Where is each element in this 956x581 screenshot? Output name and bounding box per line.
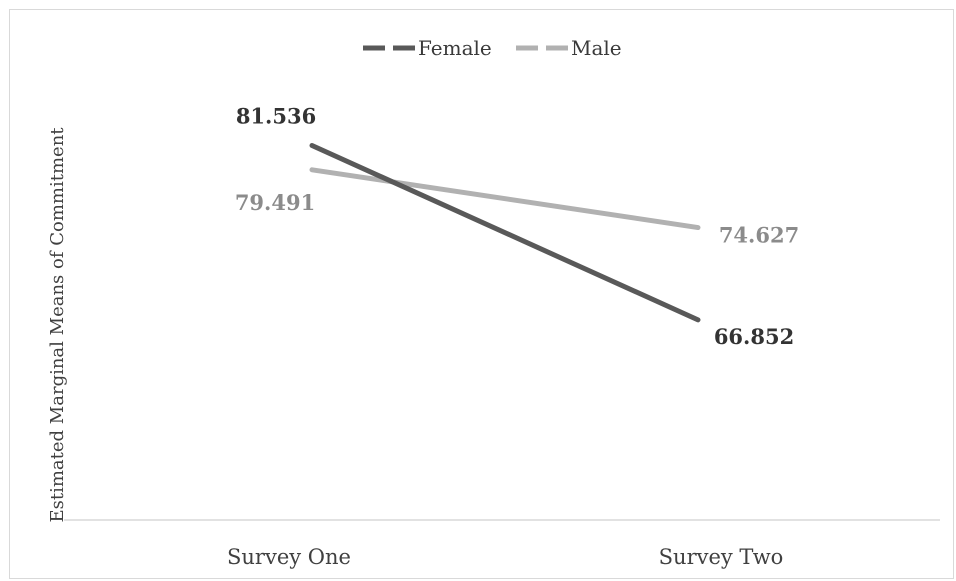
y-axis-title: Estimated Marginal Means of Commitment [47,127,68,523]
male-data-label-survey-one: 79.491 [235,190,315,215]
legend-item-female: Female [363,36,492,60]
x-tick-survey-one: Survey One [227,545,351,569]
series-male: 79.491 74.627 [235,167,799,248]
legend-item-male: Male [516,36,622,60]
legend-male-label: Male [571,36,622,60]
female-data-label-survey-one: 81.536 [236,104,316,129]
male-data-label-survey-two: 74.627 [719,223,799,248]
legend-female-label: Female [418,36,492,60]
female-series-line [309,143,701,323]
female-data-label-survey-two: 66.852 [714,324,794,349]
series-female: 81.536 66.852 [236,104,794,349]
chart-frame [9,9,954,579]
male-series-line [309,167,701,231]
x-tick-survey-two: Survey Two [659,545,784,569]
legend: Female Male [363,36,622,60]
